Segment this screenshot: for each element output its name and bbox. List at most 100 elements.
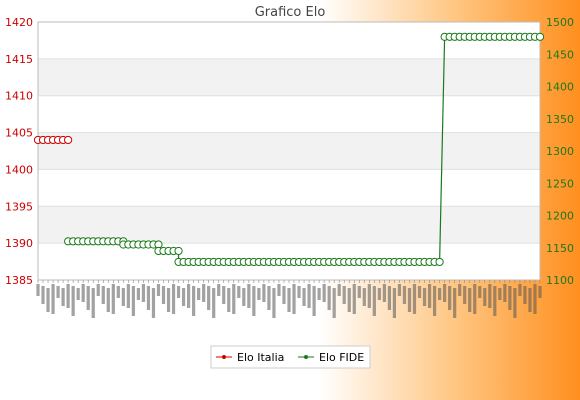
x-tick-label-mark (257, 288, 261, 300)
x-tick-label-mark (483, 288, 487, 306)
y-tick-left: 1385 (5, 274, 33, 287)
x-tick-label-mark (232, 284, 236, 314)
x-tick-label-mark (297, 286, 301, 298)
plot-area (37, 21, 541, 281)
legend: Elo Italia Elo FIDE (210, 345, 371, 369)
x-tick-label-mark (518, 284, 522, 296)
x-axis (36, 280, 542, 318)
x-tick-label-mark (448, 286, 452, 310)
x-tick-label-mark (277, 284, 281, 296)
x-tick-label-mark (41, 286, 45, 304)
x-tick-label-mark (237, 286, 241, 298)
y-tick-right: 1400 (546, 81, 574, 94)
x-tick-label-mark (438, 288, 442, 300)
x-tick-label-mark (181, 288, 186, 306)
x-tick-label-mark (463, 286, 467, 304)
x-tick-label-mark (317, 288, 321, 300)
x-tick-label-mark (357, 286, 361, 298)
x-tick-label-mark (377, 288, 381, 300)
y-tick-right: 1450 (546, 48, 574, 61)
y-tick-left: 1415 (5, 53, 33, 66)
x-tick-label-mark (312, 286, 316, 316)
x-tick-label-mark (202, 284, 206, 302)
y-tick-left: 1405 (5, 127, 33, 140)
x-tick-label-mark (427, 284, 432, 308)
x-tick-label-mark (56, 286, 60, 298)
grid-band (38, 58, 540, 96)
x-tick-label-mark (101, 286, 105, 304)
x-tick-label-mark (262, 284, 266, 302)
y-tick-right: 1350 (546, 113, 574, 126)
x-tick-label-mark (478, 286, 482, 298)
legend-label-elo-italia: Elo Italia (237, 351, 284, 364)
data-point-elo-italia (64, 135, 73, 145)
x-tick-label-mark (136, 288, 140, 300)
x-tick-label-mark (166, 288, 171, 312)
y-tick-left: 1420 (5, 16, 33, 29)
x-tick-label-mark (362, 288, 366, 306)
x-tick-label-mark (287, 288, 291, 312)
x-tick-label-mark (146, 286, 151, 310)
x-tick-label-mark (272, 288, 276, 318)
y-tick-right: 1150 (546, 242, 574, 255)
x-tick-label-mark (453, 288, 457, 318)
x-tick-label-mark (523, 286, 527, 304)
series-elo-italia (33, 135, 73, 145)
x-tick-label-mark (307, 284, 311, 308)
x-tick-label-mark (126, 284, 130, 308)
grid-band (38, 206, 540, 244)
x-tick-label-mark (392, 288, 397, 318)
x-tick-label-mark (473, 284, 477, 314)
x-tick-label-mark (121, 288, 125, 306)
x-tick-label-mark (207, 286, 211, 310)
y-tick-right: 1200 (546, 210, 574, 223)
x-tick-label-mark (227, 288, 231, 312)
x-tick-label-mark (327, 286, 331, 310)
y-tick-left: 1400 (5, 163, 33, 176)
x-tick-label-mark (337, 284, 341, 296)
x-tick-label-mark (192, 286, 196, 316)
y-tick-left: 1395 (5, 200, 33, 213)
x-tick-label-mark (116, 286, 120, 298)
series-elo-fide (64, 32, 545, 267)
x-tick-label-mark (252, 286, 256, 316)
grid-band (38, 132, 540, 170)
x-tick-label-mark (493, 286, 497, 316)
x-tick-label-mark (36, 284, 40, 296)
x-tick-label-mark (217, 284, 221, 296)
y-tick-left: 1410 (5, 90, 33, 103)
x-tick-label-mark (176, 286, 181, 298)
x-tick-label-mark (86, 286, 90, 310)
x-tick-label-mark (71, 286, 75, 316)
x-tick-label-mark (397, 284, 402, 296)
x-tick-label-mark (91, 288, 95, 318)
x-tick-label-mark (222, 286, 226, 304)
x-tick-label-mark (242, 288, 246, 306)
x-tick-label-mark (372, 286, 376, 316)
chart-title: Grafico Elo (255, 5, 326, 20)
legend-item-elo-italia[interactable]: Elo Italia (216, 351, 284, 364)
x-tick-label-mark (508, 286, 512, 310)
x-tick-label-mark (422, 288, 427, 306)
x-tick-label-mark (528, 288, 532, 312)
x-tick-label-mark (432, 286, 437, 316)
y-tick-right: 1250 (546, 177, 574, 190)
y-axis-left: 1385 1390 1395 1400 1405 1410 1415 1420 (5, 16, 33, 287)
x-tick-label-mark (96, 284, 100, 296)
y-tick-right: 1300 (546, 145, 574, 158)
x-tick-label-mark (66, 284, 70, 308)
x-tick-label-mark (151, 288, 156, 318)
x-tick-label-mark (187, 284, 191, 308)
x-tick-label-mark (46, 288, 50, 312)
y-tick-right: 1100 (546, 274, 574, 287)
y-tick-left: 1390 (5, 237, 33, 250)
x-tick-label-mark (61, 288, 65, 306)
x-tick-label-mark (212, 288, 216, 318)
x-tick-label-mark (111, 284, 115, 314)
legend-item-elo-fide[interactable]: Elo FIDE (298, 351, 364, 364)
x-tick-label-mark (533, 284, 537, 314)
data-point-elo-fide (174, 246, 183, 256)
x-tick-label-mark (106, 288, 110, 312)
x-tick-label-mark (402, 286, 407, 304)
